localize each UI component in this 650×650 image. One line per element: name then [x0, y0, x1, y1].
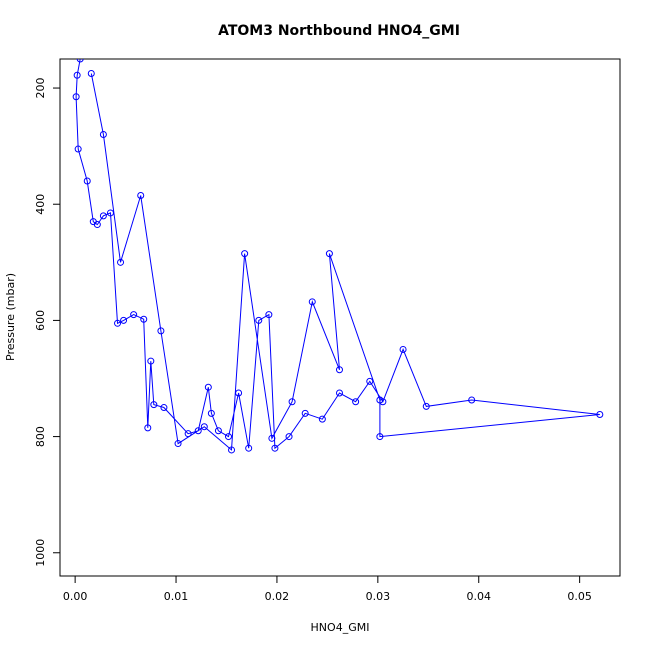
data-point — [207, 409, 215, 417]
x-tick-label: 0.03 — [366, 590, 391, 603]
data-point — [366, 377, 374, 385]
data-point — [228, 446, 236, 454]
data-point — [268, 434, 276, 442]
y-axis-label: Pressure (mbar) — [4, 273, 17, 361]
y-tick-label: 400 — [34, 194, 47, 215]
y-tick-label: 800 — [34, 426, 47, 447]
data-point — [200, 423, 208, 431]
data-point — [157, 327, 165, 335]
data-point — [147, 357, 155, 365]
data-point — [318, 415, 326, 423]
data-point — [160, 404, 168, 412]
data-point — [140, 315, 148, 323]
data-point — [72, 93, 80, 101]
data-point — [225, 433, 233, 441]
data-point — [194, 427, 202, 435]
data-point — [83, 177, 91, 185]
data-point — [214, 427, 222, 435]
data-point — [137, 192, 145, 200]
data-point — [335, 389, 343, 397]
data-point — [99, 212, 107, 220]
data-point — [241, 250, 249, 258]
data-point — [468, 396, 476, 404]
data-point — [117, 258, 125, 266]
x-axis: 0.00 0.01 0.02 0.03 0.04 0.05 — [63, 575, 592, 603]
data-point — [422, 402, 430, 410]
data-point — [271, 444, 279, 452]
data-point — [114, 319, 122, 327]
data-point — [130, 311, 138, 319]
y-tick-label: 600 — [34, 310, 47, 331]
data-point — [255, 316, 263, 324]
data-point — [74, 145, 82, 153]
y-axis: 200 400 600 800 1000 — [34, 78, 61, 567]
data-point — [285, 433, 293, 441]
y-tick-label: 1000 — [34, 539, 47, 567]
data-point — [204, 383, 212, 391]
data-point — [288, 398, 296, 406]
data-point — [73, 71, 81, 79]
data-point — [76, 59, 84, 63]
data-point — [596, 411, 604, 419]
data-point — [150, 401, 158, 409]
chart-title: ATOM3 Northbound HNO4_GMI — [218, 23, 460, 39]
data-point — [301, 409, 309, 417]
data-point — [174, 440, 182, 448]
data-point — [235, 389, 243, 397]
plot-area — [72, 59, 604, 454]
data-point — [308, 298, 316, 306]
data-point — [352, 398, 360, 406]
data-point — [265, 311, 273, 319]
data-point — [184, 430, 192, 438]
x-tick-label: 0.00 — [63, 590, 88, 603]
data-point — [335, 366, 343, 374]
data-point — [106, 209, 114, 217]
x-tick-label: 0.01 — [164, 590, 189, 603]
x-tick-label: 0.02 — [265, 590, 290, 603]
y-tick-label: 200 — [34, 78, 47, 99]
x-tick-label: 0.04 — [466, 590, 491, 603]
data-point — [144, 424, 152, 432]
x-tick-label: 0.05 — [567, 590, 592, 603]
data-point — [93, 221, 101, 229]
data-point — [325, 250, 333, 258]
data-point — [376, 433, 384, 441]
data-point — [120, 316, 128, 324]
data-point — [245, 444, 253, 452]
plot-frame — [59, 58, 621, 577]
x-axis-label: HNO4_GMI — [311, 621, 370, 634]
data-point — [87, 70, 95, 78]
data-point — [399, 345, 407, 353]
data-point — [99, 131, 107, 139]
series-line — [75, 59, 600, 451]
data-point — [376, 396, 384, 404]
